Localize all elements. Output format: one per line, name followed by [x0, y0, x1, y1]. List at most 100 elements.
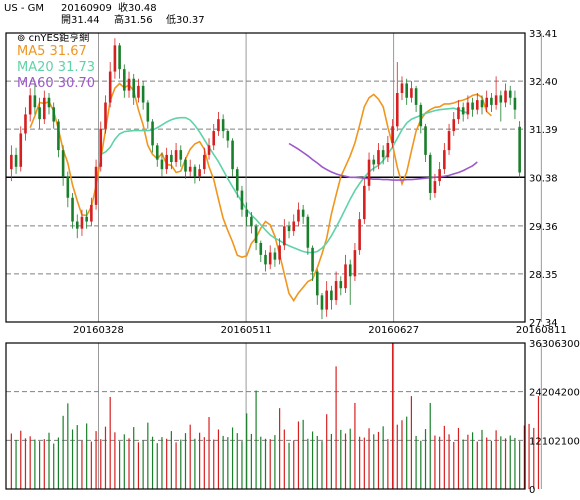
candle — [438, 162, 441, 186]
volume-tick-label: 36306300 — [529, 339, 580, 350]
candle — [61, 145, 65, 186]
price-tick-label: 33.41 — [529, 29, 558, 40]
candle — [461, 102, 465, 122]
candle-body — [518, 126, 521, 173]
candle — [372, 154, 376, 172]
candle — [231, 138, 234, 177]
candle — [127, 71, 131, 98]
candle — [311, 245, 314, 282]
candle — [137, 78, 140, 103]
candle — [179, 145, 183, 167]
candle-body — [452, 119, 456, 132]
candle-body — [400, 83, 404, 93]
candle — [400, 76, 404, 101]
legend-ma5-label: MA5 — [17, 44, 46, 59]
low-price-label: 低30.37 — [166, 15, 205, 26]
candle — [14, 147, 18, 174]
moving-average-layer — [29, 82, 492, 303]
candle-body — [334, 281, 338, 301]
price-tick-label: 29.36 — [529, 222, 558, 233]
candle-body — [287, 226, 291, 232]
candle-body — [217, 119, 220, 132]
candle-body — [151, 121, 154, 146]
candle — [490, 92, 493, 113]
date-tick-label: 20160627 — [368, 325, 419, 336]
candle-body — [372, 159, 376, 165]
candle-body — [80, 216, 84, 229]
candle-body — [457, 107, 460, 120]
candle — [66, 171, 70, 208]
candle-body — [381, 150, 385, 158]
brand-watermark: ⊚ cnYES鉅亨網 — [17, 33, 89, 45]
candle-body — [207, 145, 211, 155]
candle — [226, 128, 230, 148]
date-tick-label: 20160328 — [73, 325, 124, 336]
price-tick-label: 32.40 — [529, 77, 558, 88]
candle — [447, 123, 451, 155]
candle — [19, 126, 23, 172]
candle — [381, 145, 385, 165]
candle-body — [363, 185, 366, 220]
candle — [466, 95, 470, 120]
candle — [170, 150, 173, 170]
candle-body — [42, 97, 46, 120]
candle-body — [203, 154, 206, 170]
symbol-label: US - GM — [4, 3, 45, 14]
candle-body — [75, 221, 79, 229]
candle-body — [508, 90, 512, 98]
candle — [320, 292, 324, 320]
close-price-label: 收30.48 — [118, 3, 157, 14]
candle-body — [155, 145, 159, 160]
candle-body — [160, 159, 164, 170]
candle — [386, 135, 390, 163]
candle — [348, 259, 352, 305]
candle — [367, 152, 371, 191]
candle-body — [391, 126, 394, 143]
candle — [424, 123, 427, 163]
candle — [358, 212, 361, 255]
candle — [207, 138, 211, 160]
candle-body — [170, 154, 173, 163]
candle — [146, 100, 150, 129]
candle-body — [283, 226, 286, 246]
candle — [485, 90, 489, 113]
candle-body — [348, 264, 352, 277]
legend-ma60: MA60 30.70 — [17, 77, 95, 91]
candle-body — [461, 107, 465, 115]
candle — [141, 81, 145, 110]
candle-body — [188, 166, 192, 172]
brand-label: cnYES鉅亨網 — [28, 33, 90, 44]
candle-body — [490, 97, 493, 105]
candle — [108, 62, 112, 108]
candle-body — [85, 216, 88, 222]
candle — [377, 142, 380, 170]
candle-body — [414, 88, 418, 105]
candle-body — [438, 169, 441, 182]
candle — [151, 119, 154, 153]
candle-body — [174, 150, 178, 163]
candle — [301, 204, 305, 224]
price-panel-frame — [5, 32, 526, 323]
candle-body — [353, 250, 357, 277]
candle-body — [367, 159, 371, 186]
candle — [273, 247, 277, 267]
candle-body — [306, 216, 310, 248]
candle — [71, 192, 74, 229]
open-price-label: 開31.44 — [61, 15, 100, 26]
candle — [184, 157, 187, 179]
candle — [33, 81, 37, 115]
candle-body — [14, 154, 18, 167]
legend-ma5: MA5 31.67 — [17, 45, 87, 59]
candle — [94, 159, 98, 210]
candle — [457, 100, 460, 124]
candle — [297, 202, 300, 227]
volume-tick-label: 0 — [529, 485, 535, 496]
ma60-line — [288, 142, 478, 181]
price-tick-label: 31.39 — [529, 125, 558, 136]
candle — [334, 271, 338, 305]
price-tick-label: 27.34 — [529, 318, 558, 329]
candle-body — [428, 154, 432, 193]
candle-body — [10, 154, 13, 170]
candle-body — [198, 169, 201, 177]
candle — [452, 112, 456, 136]
